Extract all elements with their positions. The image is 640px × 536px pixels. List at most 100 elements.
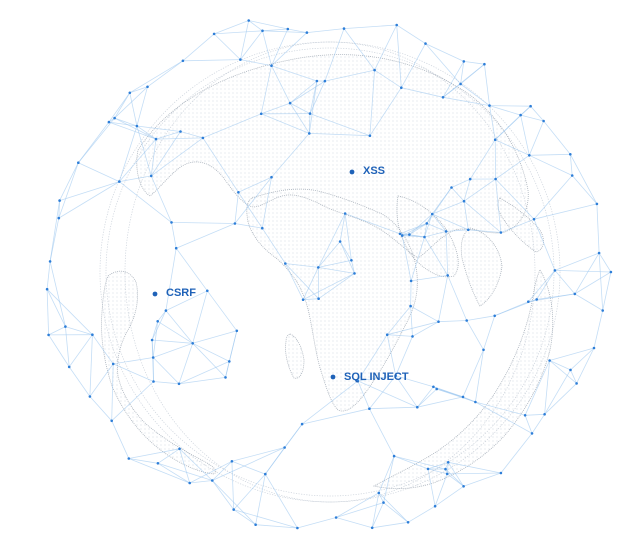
mesh-node xyxy=(301,298,305,302)
mesh-link xyxy=(386,305,411,335)
mesh-node xyxy=(283,446,286,449)
mesh-link xyxy=(451,187,465,202)
mesh-link xyxy=(68,334,93,368)
mesh-link xyxy=(438,275,449,322)
mesh-link xyxy=(136,125,152,177)
mesh-link xyxy=(528,120,544,156)
mesh-node xyxy=(368,134,372,137)
mesh-link xyxy=(155,137,203,140)
mesh-link xyxy=(77,117,115,163)
marker-label-sql: SQL INJECT xyxy=(344,371,409,383)
continent-right-landmass xyxy=(372,269,554,490)
mesh-node xyxy=(181,59,185,63)
mesh-node xyxy=(368,407,371,411)
mesh-link xyxy=(264,423,303,475)
mesh-node xyxy=(527,300,530,304)
mesh-link xyxy=(262,30,307,33)
mesh-link xyxy=(369,70,375,136)
mesh-link xyxy=(427,461,449,470)
marker-dot-csrf xyxy=(152,291,158,297)
mesh-node xyxy=(127,457,131,460)
mesh-link xyxy=(463,200,502,233)
marker-xss[interactable]: XSS xyxy=(349,165,385,177)
mesh-link xyxy=(213,20,249,35)
mesh-link xyxy=(128,458,190,484)
mesh-node xyxy=(45,287,49,291)
mesh-link xyxy=(171,222,177,249)
mesh-link xyxy=(527,270,556,302)
mesh-link xyxy=(369,408,395,457)
mesh-link xyxy=(445,231,449,276)
mesh-link xyxy=(92,334,114,365)
mesh-link xyxy=(463,201,469,230)
mesh-link xyxy=(569,154,598,205)
mesh-node xyxy=(385,333,389,337)
mesh-link xyxy=(554,252,600,271)
mesh-link xyxy=(178,377,226,385)
mesh-node xyxy=(543,413,546,416)
mesh-link xyxy=(520,115,530,156)
mesh-link xyxy=(192,343,226,378)
mesh-link xyxy=(89,363,114,397)
mesh-node xyxy=(441,96,445,99)
mesh-link xyxy=(357,380,418,408)
mesh-link xyxy=(489,105,521,116)
mesh-node xyxy=(113,116,116,120)
mesh-link xyxy=(529,154,573,176)
mesh-link xyxy=(58,181,120,219)
mesh-link xyxy=(231,460,266,475)
mesh-link xyxy=(206,290,238,332)
mesh-node xyxy=(499,471,503,475)
mesh-node xyxy=(597,251,601,255)
mesh-node xyxy=(569,153,572,156)
mesh-node xyxy=(237,191,240,194)
mesh-link xyxy=(395,336,413,376)
mesh-link xyxy=(302,273,355,301)
mesh-link xyxy=(48,326,66,336)
mesh-link xyxy=(335,502,384,518)
mesh-node xyxy=(444,230,448,233)
mesh-node xyxy=(164,309,168,312)
mesh-node xyxy=(424,42,427,45)
mesh-node xyxy=(398,232,402,236)
mesh-node xyxy=(382,501,385,504)
mesh-node xyxy=(400,86,403,89)
mesh-link xyxy=(447,275,468,321)
mesh-link xyxy=(525,413,545,416)
mesh-link xyxy=(463,178,496,202)
mesh-node xyxy=(468,177,472,181)
marker-csrf[interactable]: CSRF xyxy=(152,287,197,299)
mesh-node xyxy=(177,382,181,386)
mesh-link xyxy=(598,252,612,273)
mesh-link xyxy=(394,455,446,470)
mesh-node xyxy=(179,130,182,133)
mesh-node xyxy=(462,60,466,63)
marker-sql[interactable]: SQL INJECT xyxy=(330,371,409,383)
mesh-link xyxy=(284,263,304,300)
mesh-link xyxy=(108,121,137,127)
mesh-link xyxy=(317,241,341,268)
mesh-link xyxy=(357,380,370,409)
mesh-node xyxy=(499,231,503,234)
mesh-link xyxy=(308,80,318,134)
mesh-link xyxy=(357,375,396,382)
mesh-link xyxy=(153,381,180,385)
mesh-link xyxy=(179,448,191,484)
mesh-link xyxy=(150,175,172,223)
mesh-node xyxy=(450,186,453,189)
mesh-link xyxy=(78,162,120,182)
mesh-node xyxy=(462,199,466,203)
mesh-link xyxy=(495,178,535,220)
mesh-node xyxy=(247,19,250,22)
mesh-link xyxy=(410,280,412,307)
mesh-link xyxy=(395,375,434,388)
mesh-node xyxy=(270,64,273,67)
mesh-node xyxy=(170,221,173,224)
mesh-node xyxy=(118,180,121,183)
mesh-link xyxy=(108,92,131,123)
mesh-link xyxy=(289,102,310,134)
mesh-node xyxy=(259,112,263,116)
mesh-link xyxy=(475,401,533,434)
mesh-node xyxy=(150,338,154,342)
mesh-link xyxy=(447,472,501,475)
